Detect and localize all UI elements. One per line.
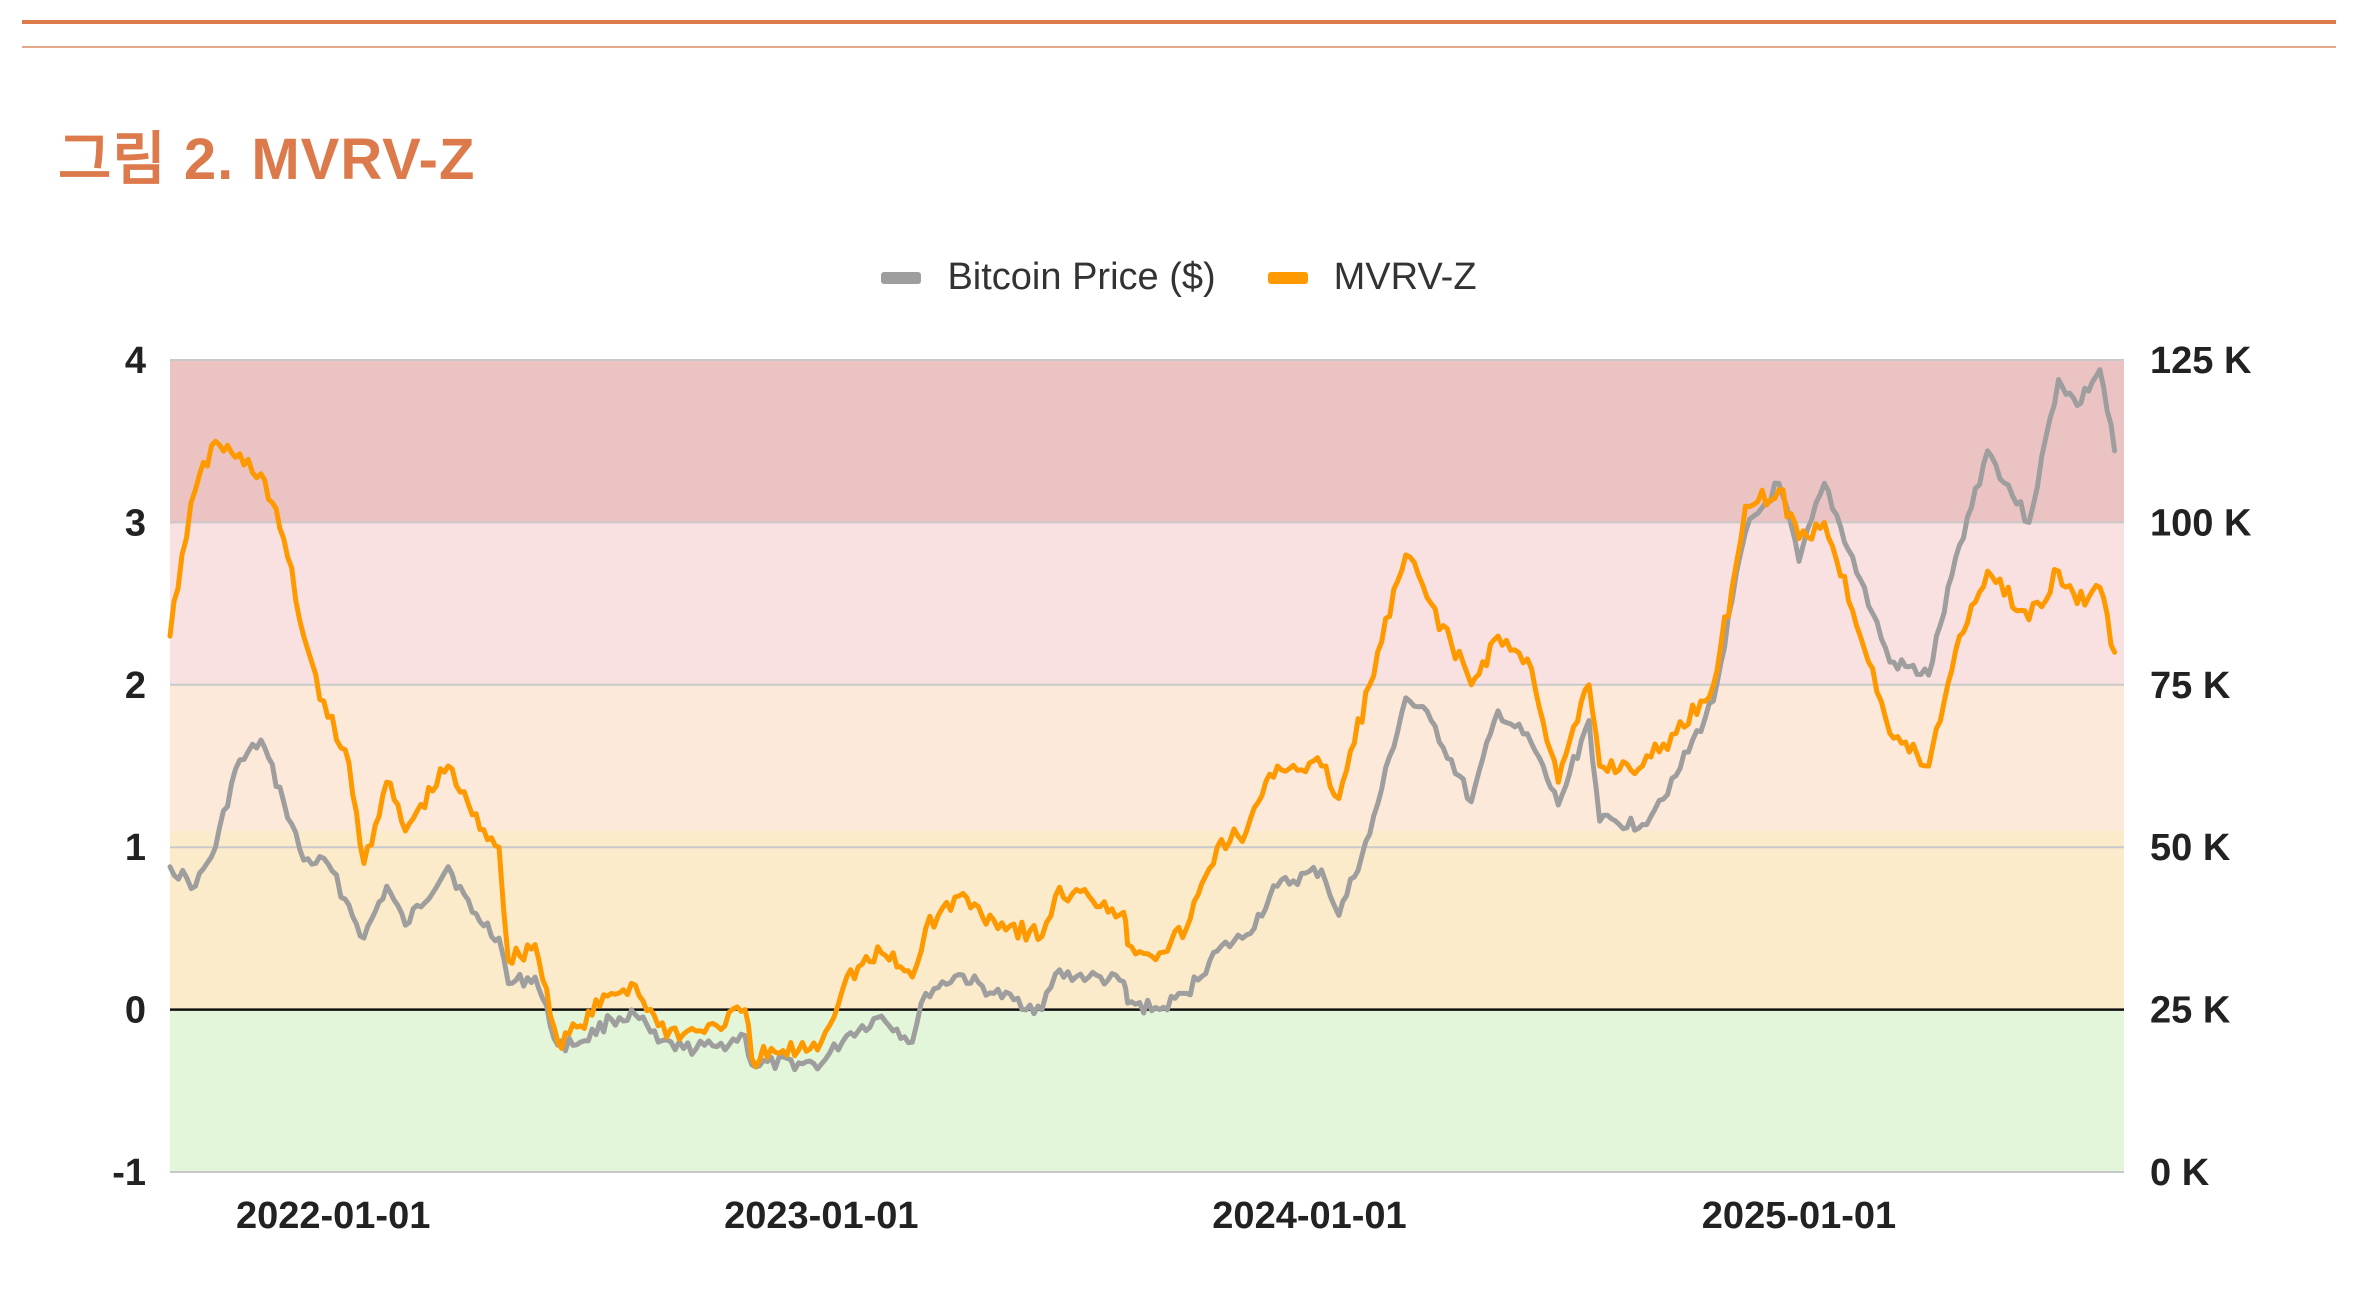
x-tick-label: 2023-01-01 xyxy=(724,1195,918,1237)
y-right-tick-label: 75 K xyxy=(2150,665,2231,707)
legend-label-mvrvz: MVRV-Z xyxy=(1333,256,1477,298)
legend-item-price[interactable]: Bitcoin Price ($) xyxy=(881,256,1216,299)
x-tick-label: 2025-01-01 xyxy=(1702,1195,1896,1237)
y-left-tick-label: 0 xyxy=(125,990,146,1032)
chart-legend: Bitcoin Price ($) MVRV-Z xyxy=(0,256,2358,299)
header-rule-thin xyxy=(22,46,2336,48)
grid-lines xyxy=(170,359,2124,1173)
series-line-mvrvz xyxy=(167,438,2118,1070)
y-axis-left: 4 3 2 1 0 -1 xyxy=(112,340,146,1194)
legend-label-price: Bitcoin Price ($) xyxy=(947,256,1216,298)
y-left-tick-label: 1 xyxy=(125,827,146,869)
y-right-tick-label: 50 K xyxy=(2150,827,2231,869)
y-left-tick-label: 4 xyxy=(125,340,146,382)
zone-band-2 xyxy=(170,684,2124,831)
header-rule-thick xyxy=(22,20,2336,24)
y-left-tick-label: 2 xyxy=(125,665,146,707)
series-lines xyxy=(167,367,2118,1073)
legend-swatch-price xyxy=(881,271,922,284)
x-tick-label: 2022-01-01 xyxy=(236,1195,430,1237)
zone-band-0 xyxy=(170,360,2124,523)
x-axis: 2022-01-01 2023-01-01 2024-01-01 2025-01-01 xyxy=(236,1195,1896,1237)
x-tick-label: 2024-01-01 xyxy=(1212,1195,1406,1237)
zone-bands xyxy=(170,360,2124,1172)
y-right-tick-label: 25 K xyxy=(2150,990,2231,1032)
y-right-tick-label: 100 K xyxy=(2150,502,2252,544)
y-axis-right: 125 K 100 K 75 K 50 K 25 K 0 K xyxy=(2150,340,2252,1194)
y-left-tick-label: -1 xyxy=(112,1152,146,1194)
y-left-tick-label: 3 xyxy=(125,502,146,544)
legend-item-mvrvz[interactable]: MVRV-Z xyxy=(1267,256,1477,299)
zone-band-3 xyxy=(170,830,2124,1010)
figure-title: 그림 2. MVRV-Z xyxy=(58,127,476,192)
y-right-tick-label: 125 K xyxy=(2150,340,2252,382)
legend-swatch-mvrvz xyxy=(1267,271,1308,284)
y-right-tick-label: 0 K xyxy=(2150,1152,2210,1194)
zone-band-4 xyxy=(170,1009,2124,1172)
